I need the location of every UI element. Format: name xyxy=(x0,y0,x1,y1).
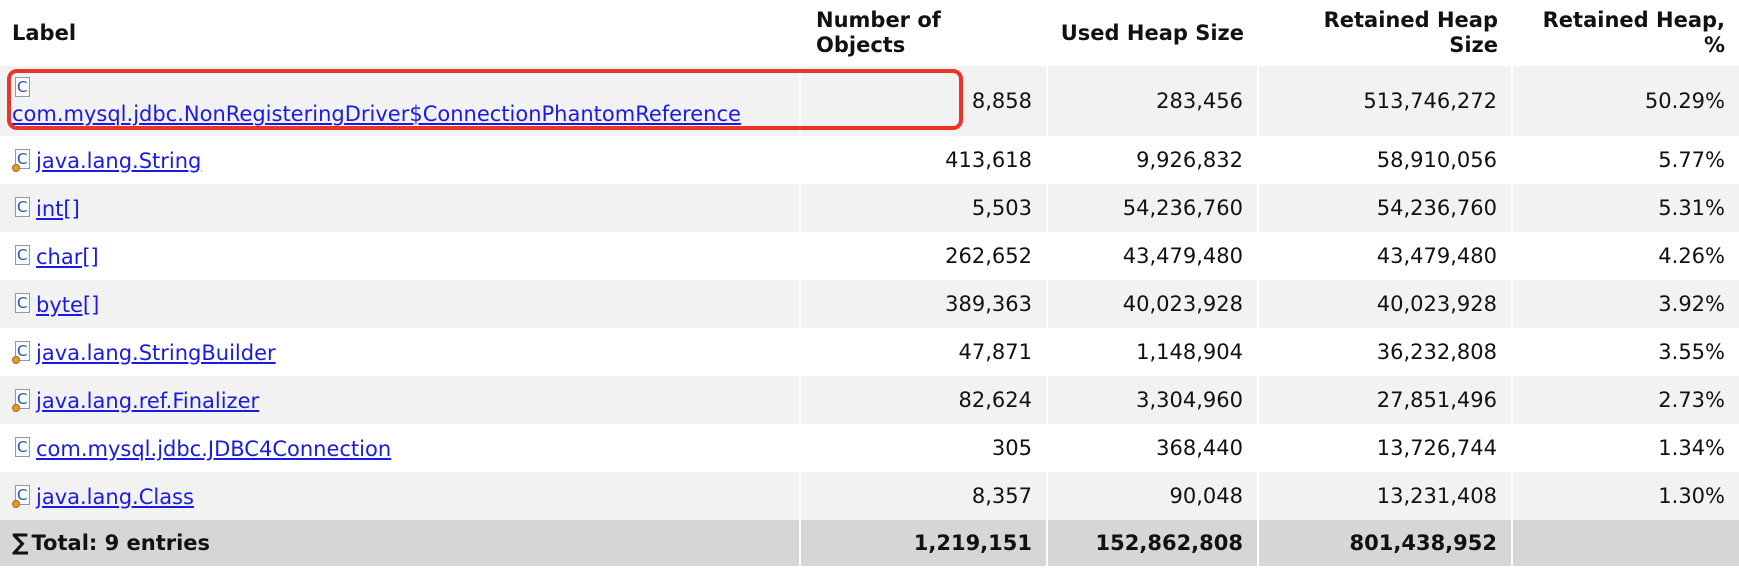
total-retained-pct-cell xyxy=(1511,520,1739,566)
class-icon: C xyxy=(12,388,32,412)
class-link[interactable]: java.lang.String xyxy=(36,148,202,173)
used-heap-cell: 54,236,760 xyxy=(1046,184,1258,232)
retained-pct-cell: 3.55% xyxy=(1511,328,1739,376)
static-overlay-icon xyxy=(12,163,20,172)
retained-pct-cell: 3.92% xyxy=(1511,280,1739,328)
retained-heap-cell: 40,023,928 xyxy=(1257,280,1512,328)
column-header-used-heap[interactable]: Used Heap Size xyxy=(1060,20,1244,45)
column-header-retained-heap[interactable]: Retained Heap Size xyxy=(1323,8,1498,57)
class-icon: C xyxy=(12,436,32,460)
total-label-cell: ∑ Total: 9 entries xyxy=(0,520,800,566)
class-icon: C xyxy=(12,340,32,364)
used-heap-cell: 283,456 xyxy=(1046,66,1258,136)
objects-cell: 8,858 xyxy=(799,66,1047,136)
objects-cell: 262,652 xyxy=(799,232,1047,280)
class-link[interactable]: int[] xyxy=(36,196,80,221)
class-link[interactable]: java.lang.Class xyxy=(36,484,194,509)
retained-heap-cell: 27,851,496 xyxy=(1257,376,1512,424)
used-heap-cell: 40,023,928 xyxy=(1046,280,1258,328)
header-row: Label Number of Objects Used Heap Size Re… xyxy=(0,0,1739,66)
class-icon: C xyxy=(12,292,32,316)
objects-cell: 389,363 xyxy=(799,280,1047,328)
class-link[interactable]: com.mysql.jdbc.NonRegisteringDriver$Conn… xyxy=(12,101,741,126)
class-link[interactable]: com.mysql.jdbc.JDBC4Connection xyxy=(36,436,392,461)
column-header-retained-pct[interactable]: Retained Heap, % xyxy=(1542,8,1725,57)
total-label: Total: 9 entries xyxy=(31,531,211,555)
total-objects-cell: 1,219,151 xyxy=(799,520,1047,566)
retained-pct-cell: 4.26% xyxy=(1511,232,1739,280)
used-heap-cell: 90,048 xyxy=(1046,472,1258,520)
class-icon: C xyxy=(12,196,32,220)
sigma-icon: ∑ xyxy=(12,530,29,556)
retained-heap-cell: 54,236,760 xyxy=(1257,184,1512,232)
total-used-heap-cell: 152,862,808 xyxy=(1046,520,1258,566)
retained-pct-cell: 5.77% xyxy=(1511,136,1739,184)
objects-cell: 8,357 xyxy=(799,472,1047,520)
objects-cell: 47,871 xyxy=(799,328,1047,376)
retained-pct-cell: 2.73% xyxy=(1511,376,1739,424)
used-heap-cell: 368,440 xyxy=(1046,424,1258,472)
class-icon: C xyxy=(12,148,32,172)
objects-cell: 305 xyxy=(799,424,1047,472)
retained-pct-cell: 50.29% xyxy=(1511,66,1739,136)
objects-cell: 82,624 xyxy=(799,376,1047,424)
total-row: ∑ Total: 9 entries 1,219,151 152,862,808 … xyxy=(0,520,1739,566)
class-icon: C xyxy=(12,76,32,100)
retained-heap-cell: 13,231,408 xyxy=(1257,472,1512,520)
static-overlay-icon xyxy=(12,403,20,412)
static-overlay-icon xyxy=(12,355,20,364)
retained-pct-cell: 1.34% xyxy=(1511,424,1739,472)
total-retained-heap-cell: 801,438,952 xyxy=(1257,520,1512,566)
label-cell: C com.mysql.jdbc.NonRegisteringDriver$Co… xyxy=(0,66,800,136)
retained-heap-cell: 13,726,744 xyxy=(1257,424,1512,472)
class-icon: C xyxy=(12,244,32,268)
retained-pct-cell: 1.30% xyxy=(1511,472,1739,520)
used-heap-cell: 3,304,960 xyxy=(1046,376,1258,424)
used-heap-cell: 43,479,480 xyxy=(1046,232,1258,280)
table-row[interactable]: C com.mysql.jdbc.NonRegisteringDriver$Co… xyxy=(0,66,1739,136)
objects-cell: 5,503 xyxy=(799,184,1047,232)
retained-heap-cell: 58,910,056 xyxy=(1257,136,1512,184)
retained-pct-cell: 5.31% xyxy=(1511,184,1739,232)
retained-heap-cell: 36,232,808 xyxy=(1257,328,1512,376)
used-heap-cell: 9,926,832 xyxy=(1046,136,1258,184)
column-header-objects[interactable]: Number of Objects xyxy=(816,8,941,57)
class-icon: C xyxy=(12,484,32,508)
used-heap-cell: 1,148,904 xyxy=(1046,328,1258,376)
class-link[interactable]: char[] xyxy=(36,244,99,269)
objects-cell: 413,618 xyxy=(799,136,1047,184)
class-link[interactable]: java.lang.StringBuilder xyxy=(36,340,276,365)
column-header-label[interactable]: Label xyxy=(12,20,77,45)
class-link[interactable]: byte[] xyxy=(36,292,100,317)
retained-heap-cell: 43,479,480 xyxy=(1257,232,1512,280)
retained-heap-cell: 513,746,272 xyxy=(1257,66,1512,136)
class-link[interactable]: java.lang.ref.Finalizer xyxy=(36,388,260,413)
static-overlay-icon xyxy=(12,499,20,508)
